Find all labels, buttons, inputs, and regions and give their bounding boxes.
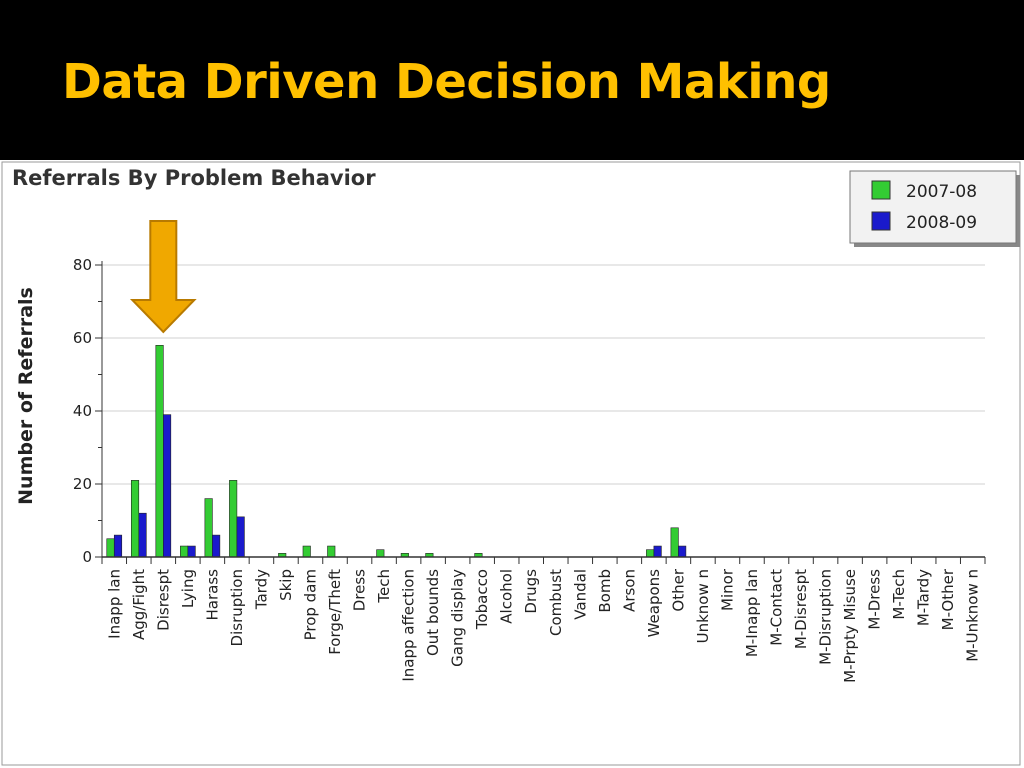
down-arrow-icon xyxy=(129,220,197,334)
chart-title: Referrals By Problem Behavior xyxy=(12,166,376,190)
x-tick-label: M-Dress xyxy=(866,569,884,630)
bar-2008-09-Lying xyxy=(187,545,196,558)
x-tick-label: M-Tech xyxy=(890,569,908,620)
bar-2008-09-Inapp lan xyxy=(113,534,123,558)
bar-2007-08-Agg/Fight xyxy=(130,480,140,558)
bar-2007-08-Prop dam xyxy=(302,545,311,558)
y-axis-label: Number of Referrals xyxy=(15,287,37,505)
bar-2007-08-Other xyxy=(670,527,679,558)
x-tick-label: Drugs xyxy=(522,569,540,614)
bar-2007-08-Inapp lan xyxy=(106,538,115,558)
legend-label-2008-09: 2008-09 xyxy=(906,213,977,233)
legend: 2007-08 2008-09 xyxy=(849,170,1020,247)
legend-swatch-2008-09 xyxy=(871,211,891,231)
slide-title: Data Driven Decision Making xyxy=(62,54,831,110)
x-tick-label: M-Unknow n xyxy=(964,569,982,662)
y-tick-label: 80 xyxy=(73,256,92,274)
chart: Referrals By Problem Behavior Number of … xyxy=(0,160,1024,768)
bar-2007-08-Weapons xyxy=(646,549,655,558)
bar-2008-09-Weapons xyxy=(653,545,662,558)
x-tick-label: Tech xyxy=(375,569,393,604)
x-tick-label: Gang display xyxy=(449,569,467,667)
x-tick-label: M-Disruption xyxy=(817,569,835,665)
gridlines xyxy=(102,264,985,485)
x-tick-label: M-Disrespt xyxy=(792,569,810,649)
y-ticks: 0 20 40 60 80 xyxy=(73,256,103,566)
y-tick-label: 20 xyxy=(73,475,92,493)
x-tick-label: Inapp affection xyxy=(400,569,418,682)
bar-2007-08-Harass xyxy=(204,498,213,558)
x-tick-label: Prop dam xyxy=(301,569,319,640)
x-tick-label: Tardy xyxy=(252,569,270,610)
x-tick-label: Alcohol xyxy=(498,569,516,624)
bar-2008-09-Other xyxy=(678,545,687,558)
bar-2008-09-Disruption xyxy=(236,516,245,558)
x-tick-label: Weapons xyxy=(645,569,663,638)
x-tick-label: Combust xyxy=(547,569,565,636)
x-tick-label: Arson xyxy=(620,569,638,612)
x-tick-label: Skip xyxy=(277,569,295,601)
x-tick-label: Tobacco xyxy=(473,569,491,630)
x-tick-label: M-Tardy xyxy=(915,569,933,626)
x-tick-label: Unknow n xyxy=(694,569,712,643)
x-tick-label: Disrespt xyxy=(154,569,172,631)
bar-2007-08-Lying xyxy=(180,545,189,558)
x-tick-label: Agg/Fight xyxy=(130,569,148,640)
legend-swatch-2007-08 xyxy=(871,180,891,200)
y-tick-label: 0 xyxy=(82,548,92,566)
x-tick-label: M-Contact xyxy=(768,569,786,646)
x-tick-label: Bomb xyxy=(596,569,614,613)
chart-border xyxy=(1,161,1021,766)
bar-2007-08-Tech xyxy=(376,549,385,558)
x-tick-label: M-Prpty Misuse xyxy=(841,569,859,683)
x-tick-labels: Inapp lan Agg/Fight Disrespt Lying Harass Dis… xyxy=(105,568,981,683)
x-tick-label: Minor xyxy=(718,568,736,611)
x-tick-label: Inapp lan xyxy=(105,569,123,639)
x-tick-label: Out bounds xyxy=(424,569,442,656)
x-tick-label: Forge/Theft xyxy=(326,569,344,655)
bar-2008-09-Disrespt xyxy=(163,414,172,558)
x-tick-label: Disruption xyxy=(228,569,246,646)
x-tick-label: M-Inapp lan xyxy=(743,569,761,657)
legend-label-2007-08: 2007-08 xyxy=(906,182,977,202)
y-tick-label: 40 xyxy=(73,402,92,420)
y-tick-label: 60 xyxy=(73,329,92,347)
bar-2007-08-Forge/Theft xyxy=(327,545,336,558)
x-tick-label: Harass xyxy=(203,569,221,621)
x-tick-label: Other xyxy=(669,568,687,611)
x-tick-label: Lying xyxy=(179,569,197,608)
bar-2008-09-Agg/Fight xyxy=(138,512,147,558)
x-tick-label: Dress xyxy=(351,569,369,611)
x-tick-label: M-Other xyxy=(939,568,957,630)
x-tick-label: Vandal xyxy=(571,569,589,620)
bar-2008-09-Harass xyxy=(212,534,221,558)
x-axis xyxy=(101,556,986,564)
bar-2007-08-Disrespt xyxy=(155,345,164,558)
bar-2007-08-Disruption xyxy=(229,480,238,558)
